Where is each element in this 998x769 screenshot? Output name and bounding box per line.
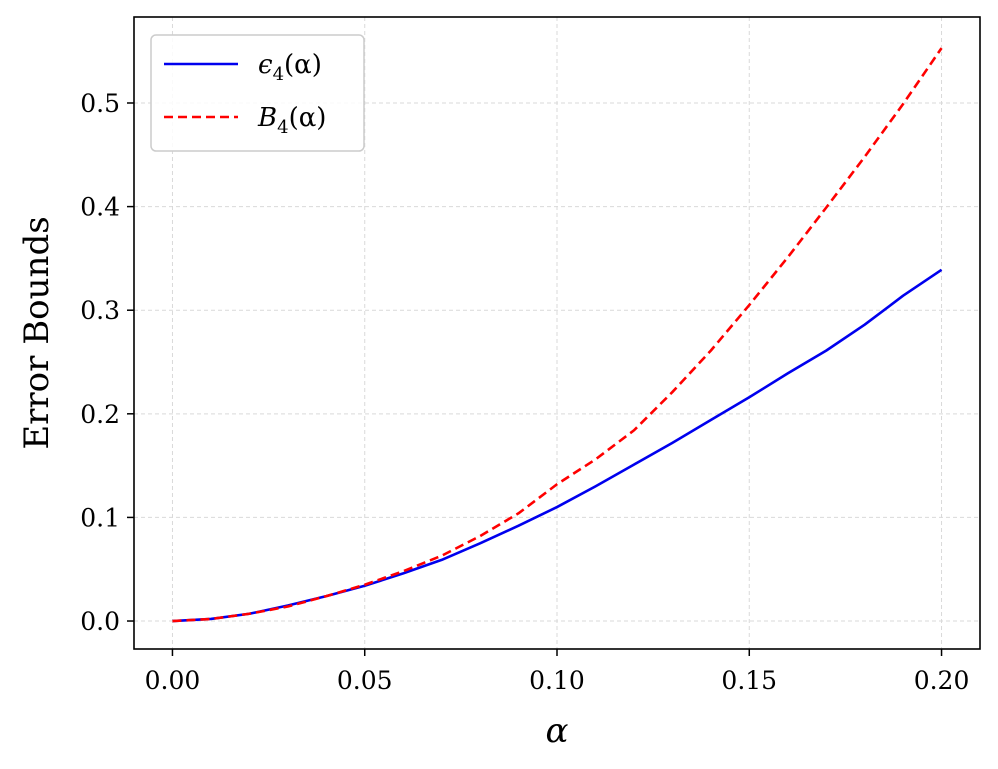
x-tick-label: 0.00 bbox=[145, 666, 201, 695]
y-tick-label: 0.4 bbox=[80, 193, 120, 222]
y-tick-label: 0.5 bbox=[80, 89, 120, 118]
y-tick-label: 0.3 bbox=[80, 296, 120, 325]
y-axis-label: Error Bounds bbox=[17, 216, 57, 449]
x-tick-label: 0.10 bbox=[529, 666, 585, 695]
x-tick-label: 0.20 bbox=[914, 666, 970, 695]
x-axis-label: α bbox=[546, 711, 569, 751]
legend: ϵ4(α) B4(α) bbox=[150, 34, 365, 152]
x-tick-label: 0.05 bbox=[337, 666, 393, 695]
series-layer bbox=[172, 47, 943, 623]
y-tick-label: 0.1 bbox=[80, 503, 120, 532]
y-tick-label: 0.2 bbox=[80, 400, 120, 429]
axis-ticks: 0.00 0.05 0.10 0.15 0.20 0.0 0.1 0.2 0.3 0.4 0.5 bbox=[80, 89, 969, 695]
x-tick-label: 0.15 bbox=[721, 666, 777, 695]
legend-label-2: B4(α) bbox=[257, 103, 326, 138]
legend-label-1: ϵ4(α) bbox=[258, 50, 322, 85]
series-line-2 bbox=[172, 47, 943, 623]
y-tick-label: 0.0 bbox=[80, 607, 120, 636]
